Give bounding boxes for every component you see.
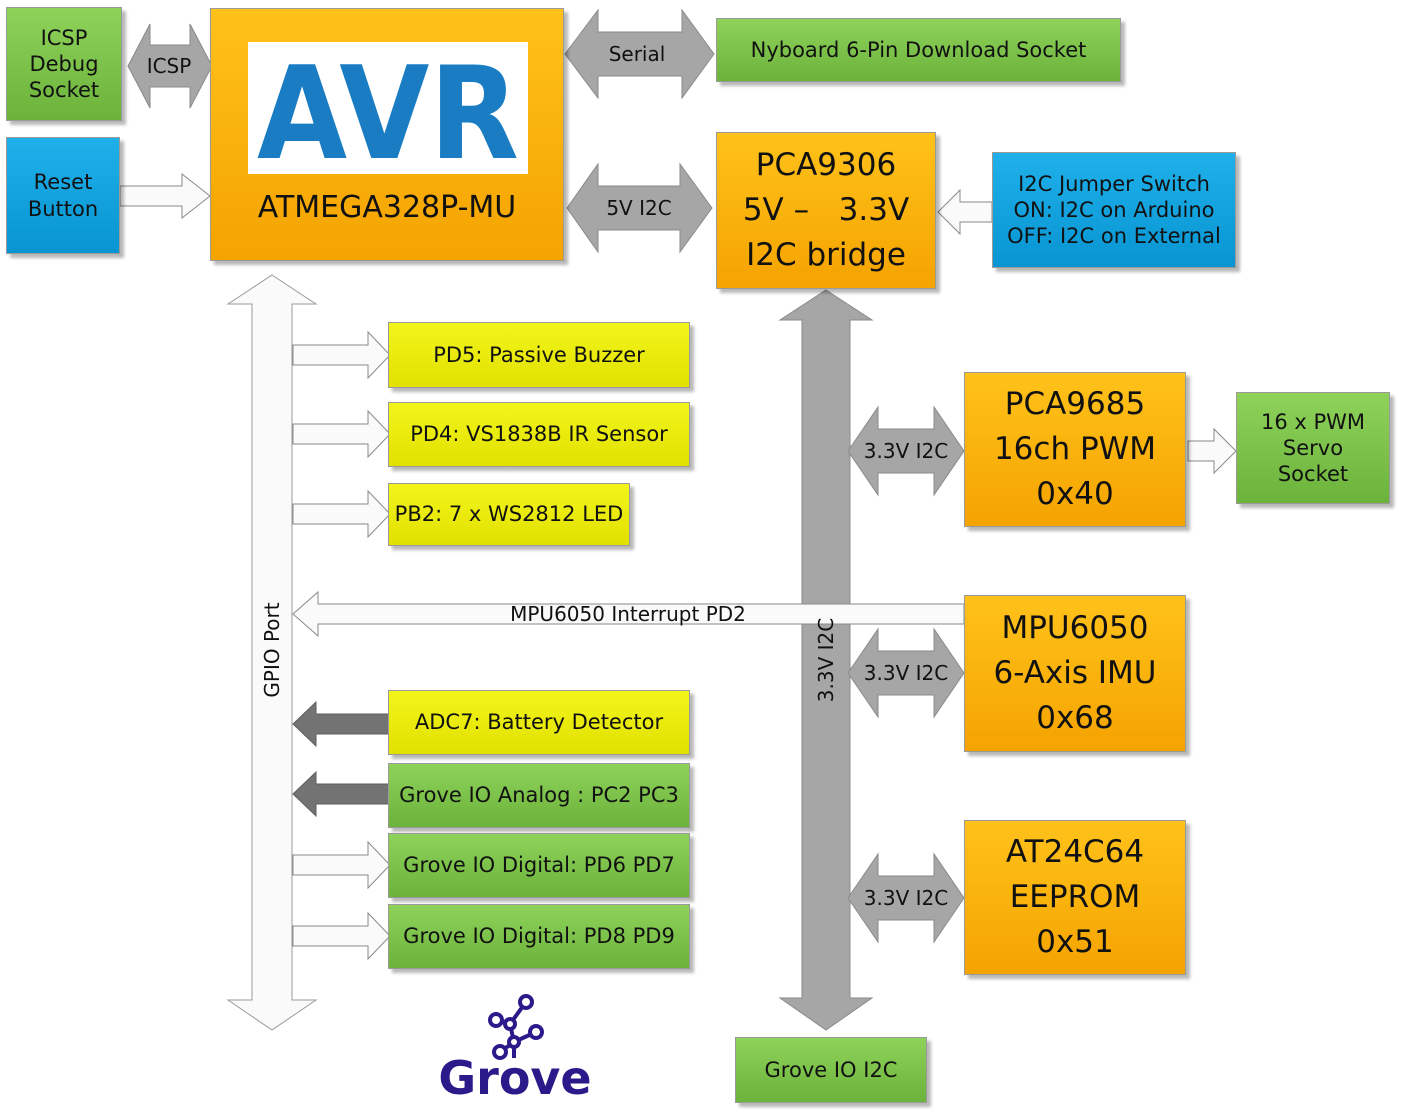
interrupt-label: MPU6050 Interrupt PD2 (510, 602, 746, 626)
digital-67-arrow (292, 840, 391, 890)
list-item-buzzer: PD5: Passive Buzzer (388, 322, 690, 388)
mpu6050-i2c-label: 3.3V I2C (863, 661, 949, 685)
icsp-label: ICSP (146, 54, 192, 78)
grove-logo: Grove (430, 992, 600, 1105)
interrupt-arrow (292, 590, 965, 638)
grove-io-i2c: Grove IO I2C (735, 1037, 927, 1103)
reset-button[interactable]: Reset Button (6, 137, 120, 254)
buzzer-arrow (292, 330, 391, 380)
nyboard-download-socket: Nyboard 6-Pin Download Socket (716, 18, 1121, 82)
gpio-port-arrow (226, 274, 318, 1031)
eeprom-i2c-label: 3.3V I2C (863, 886, 949, 910)
list-item-grove-analog: Grove IO Analog : PC2 PC3 (388, 763, 690, 828)
list-item-led: PB2: 7 x WS2812 LED (388, 483, 630, 546)
pca9685-i2c-label: 3.3V I2C (863, 439, 949, 463)
i2c-jumper-switch[interactable]: I2C Jumper Switch ON: I2C on Arduino OFF… (992, 152, 1236, 268)
i2c-33-bus-arrow (778, 289, 874, 1031)
list-item-grove-digital-89: Grove IO Digital: PD8 PD9 (388, 904, 690, 969)
list-item-ir-sensor: PD4: VS1838B IR Sensor (388, 402, 690, 467)
svg-text:AVR: AVR (257, 42, 519, 174)
at24c64-eeprom: AT24C64 EEPROM 0x51 (964, 820, 1186, 975)
i2c-bus-label: 3.3V I2C (814, 617, 838, 703)
reset-arrow (119, 172, 211, 220)
battery-arrow (292, 700, 391, 748)
list-item-battery: ADC7: Battery Detector (388, 690, 690, 755)
servo-socket: 16 x PWM Servo Socket (1236, 392, 1390, 504)
i2c-5v-label: 5V I2C (606, 196, 672, 220)
list-item-grove-digital-67: Grove IO Digital: PD6 PD7 (388, 833, 690, 898)
analog-arrow (292, 770, 391, 818)
mpu6050-imu: MPU6050 6-Axis IMU 0x68 (964, 595, 1186, 752)
ir-arrow (292, 409, 391, 459)
pca9306-bridge: PCA9306 5V – 3.3V I2C bridge (716, 132, 936, 289)
avr-logo: AVR (248, 40, 528, 189)
serial-label: Serial (608, 42, 666, 66)
servo-arrow (1187, 427, 1237, 475)
svg-text:Grove: Grove (438, 1051, 591, 1104)
icsp-debug-socket: ICSP Debug Socket (6, 7, 122, 121)
gpio-port-label: GPIO Port (260, 602, 284, 698)
i2c-5v-arrow (566, 162, 713, 254)
serial-arrow (564, 8, 715, 100)
jumper-arrow (937, 188, 993, 236)
digital-89-arrow (292, 911, 391, 961)
led-arrow (292, 489, 391, 539)
pca9685-pwm: PCA9685 16ch PWM 0x40 (964, 372, 1186, 527)
mcu-title: ATMEGA328P-MU (257, 190, 517, 225)
